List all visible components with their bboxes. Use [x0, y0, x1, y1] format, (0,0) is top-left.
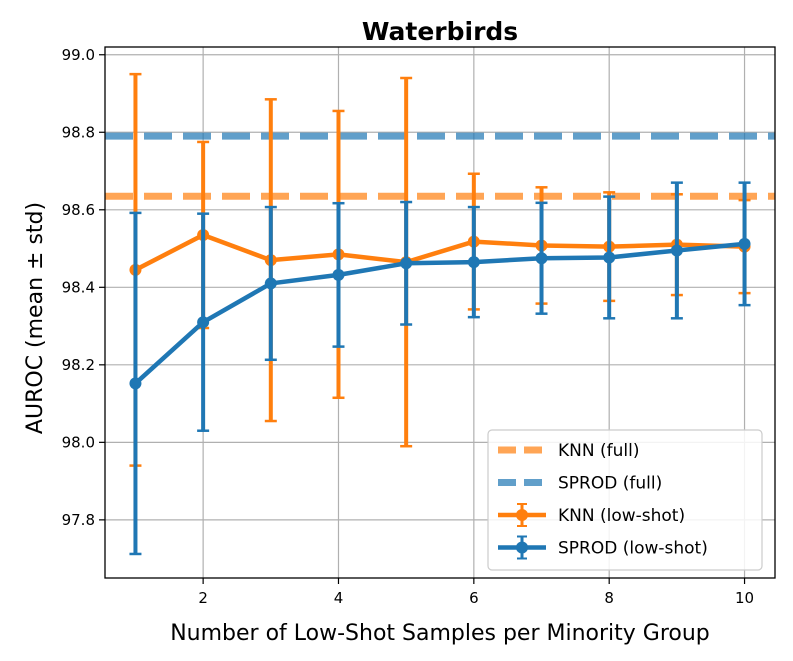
data-point	[738, 237, 751, 250]
data-point	[670, 244, 683, 257]
data-point	[400, 257, 413, 270]
data-point	[603, 251, 616, 264]
legend-label: KNN (low-shot)	[558, 506, 685, 526]
legend-label: SPROD (full)	[558, 474, 662, 494]
legend-label: SPROD (low-shot)	[558, 539, 708, 559]
x-axis-label: Number of Low-Shot Samples per Minority …	[170, 621, 710, 646]
x-tick-label: 2	[198, 589, 208, 607]
data-point	[129, 377, 142, 390]
data-point	[332, 268, 345, 281]
data-point	[467, 256, 480, 269]
y-tick-label: 98.2	[62, 356, 95, 374]
legend-marker	[516, 509, 528, 521]
data-point	[197, 316, 210, 329]
y-tick-label: 98.8	[62, 123, 95, 141]
x-tick-label: 8	[604, 589, 614, 607]
chart-title: Waterbirds	[362, 17, 518, 46]
tick-layer: 2 4 6 8 10 97.8 98.0 98.2 98.4 98.6 98.8 99.0	[62, 46, 754, 607]
legend-label: KNN (full)	[558, 441, 639, 461]
data-point	[535, 252, 548, 265]
y-tick-label: 99.0	[62, 46, 95, 64]
legend-box	[487, 429, 763, 571]
y-tick-label: 98.6	[62, 201, 95, 219]
y-tick-label: 98.0	[62, 433, 95, 451]
series-line	[133, 241, 745, 386]
series-layer	[129, 72, 751, 556]
x-tick-label: 10	[735, 589, 754, 607]
series-line	[134, 232, 745, 272]
y-tick-label: 98.4	[62, 278, 95, 296]
plot-frame	[104, 46, 776, 579]
series-group	[129, 181, 751, 556]
legend: KNN (full) SPROD (full) KNN (low-shot) SPRO…	[487, 429, 763, 571]
y-axis-label: AUROC (mean ± std)	[23, 202, 48, 434]
y-tick-label: 97.8	[62, 511, 95, 529]
data-point	[264, 277, 277, 290]
legend-marker	[516, 541, 528, 554]
x-tick-label: 6	[469, 589, 479, 607]
reference-lines	[105, 132, 775, 200]
x-tick-label: 4	[334, 589, 344, 607]
